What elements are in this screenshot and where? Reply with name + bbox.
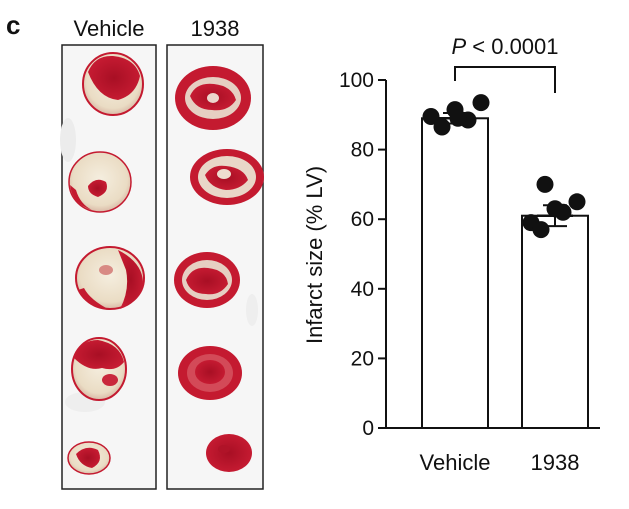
photo-panel-1938 bbox=[166, 44, 264, 490]
data-point bbox=[422, 108, 440, 126]
heart-slice bbox=[175, 66, 251, 130]
heart-slice bbox=[206, 434, 252, 472]
photo-label-vehicle: Vehicle bbox=[74, 16, 145, 41]
heart-slice bbox=[71, 337, 127, 401]
x-tick-label: Vehicle bbox=[420, 450, 491, 475]
p-value-label: P < 0.0001 bbox=[451, 34, 558, 59]
bars bbox=[421, 117, 589, 429]
data-point bbox=[433, 118, 451, 136]
data-point bbox=[449, 109, 467, 127]
photo-label-1938: 1938 bbox=[191, 16, 240, 41]
significance-annotation: P < 0.0001 bbox=[451, 34, 559, 93]
p-symbol: P bbox=[451, 34, 466, 59]
data-point bbox=[536, 175, 554, 193]
x-axis: Vehicle 1938 bbox=[386, 427, 600, 475]
heart-slice bbox=[174, 252, 240, 308]
significance-bracket bbox=[454, 66, 556, 93]
x-tick-label: 1938 bbox=[531, 450, 580, 475]
heart-slice bbox=[178, 346, 242, 400]
y-tick-label: 60 bbox=[351, 208, 374, 231]
data-point bbox=[546, 200, 564, 218]
data-points bbox=[422, 94, 586, 239]
y-tick-label: 100 bbox=[339, 69, 374, 92]
y-axis: 0 20 40 60 80 100 bbox=[339, 69, 387, 440]
y-tick-label: 40 bbox=[351, 278, 374, 301]
data-point bbox=[472, 94, 490, 112]
bar-chart: 0 20 40 60 80 100 Vehicle 1938 P < 0.0001 Infa… bbox=[302, 34, 600, 475]
heart-slice bbox=[82, 52, 144, 116]
heart-slice bbox=[67, 441, 111, 475]
background-tissue-fragment bbox=[246, 294, 258, 326]
p-value-text: < 0.0001 bbox=[466, 34, 558, 59]
background-tissue-fragment bbox=[60, 118, 76, 162]
bar bbox=[521, 214, 589, 429]
panel-label: c bbox=[6, 10, 20, 40]
heart-slice bbox=[68, 151, 132, 213]
data-point bbox=[532, 221, 550, 239]
y-tick-label: 0 bbox=[362, 417, 374, 440]
y-tick-label: 20 bbox=[351, 347, 374, 370]
y-tick-label: 80 bbox=[351, 139, 374, 162]
data-point bbox=[568, 193, 586, 211]
heart-slice bbox=[190, 149, 264, 205]
photo-panel-vehicle bbox=[60, 44, 157, 490]
y-axis-label: Infarct size (% LV) bbox=[302, 166, 327, 344]
heart-slice bbox=[75, 246, 145, 310]
bar bbox=[421, 117, 489, 429]
